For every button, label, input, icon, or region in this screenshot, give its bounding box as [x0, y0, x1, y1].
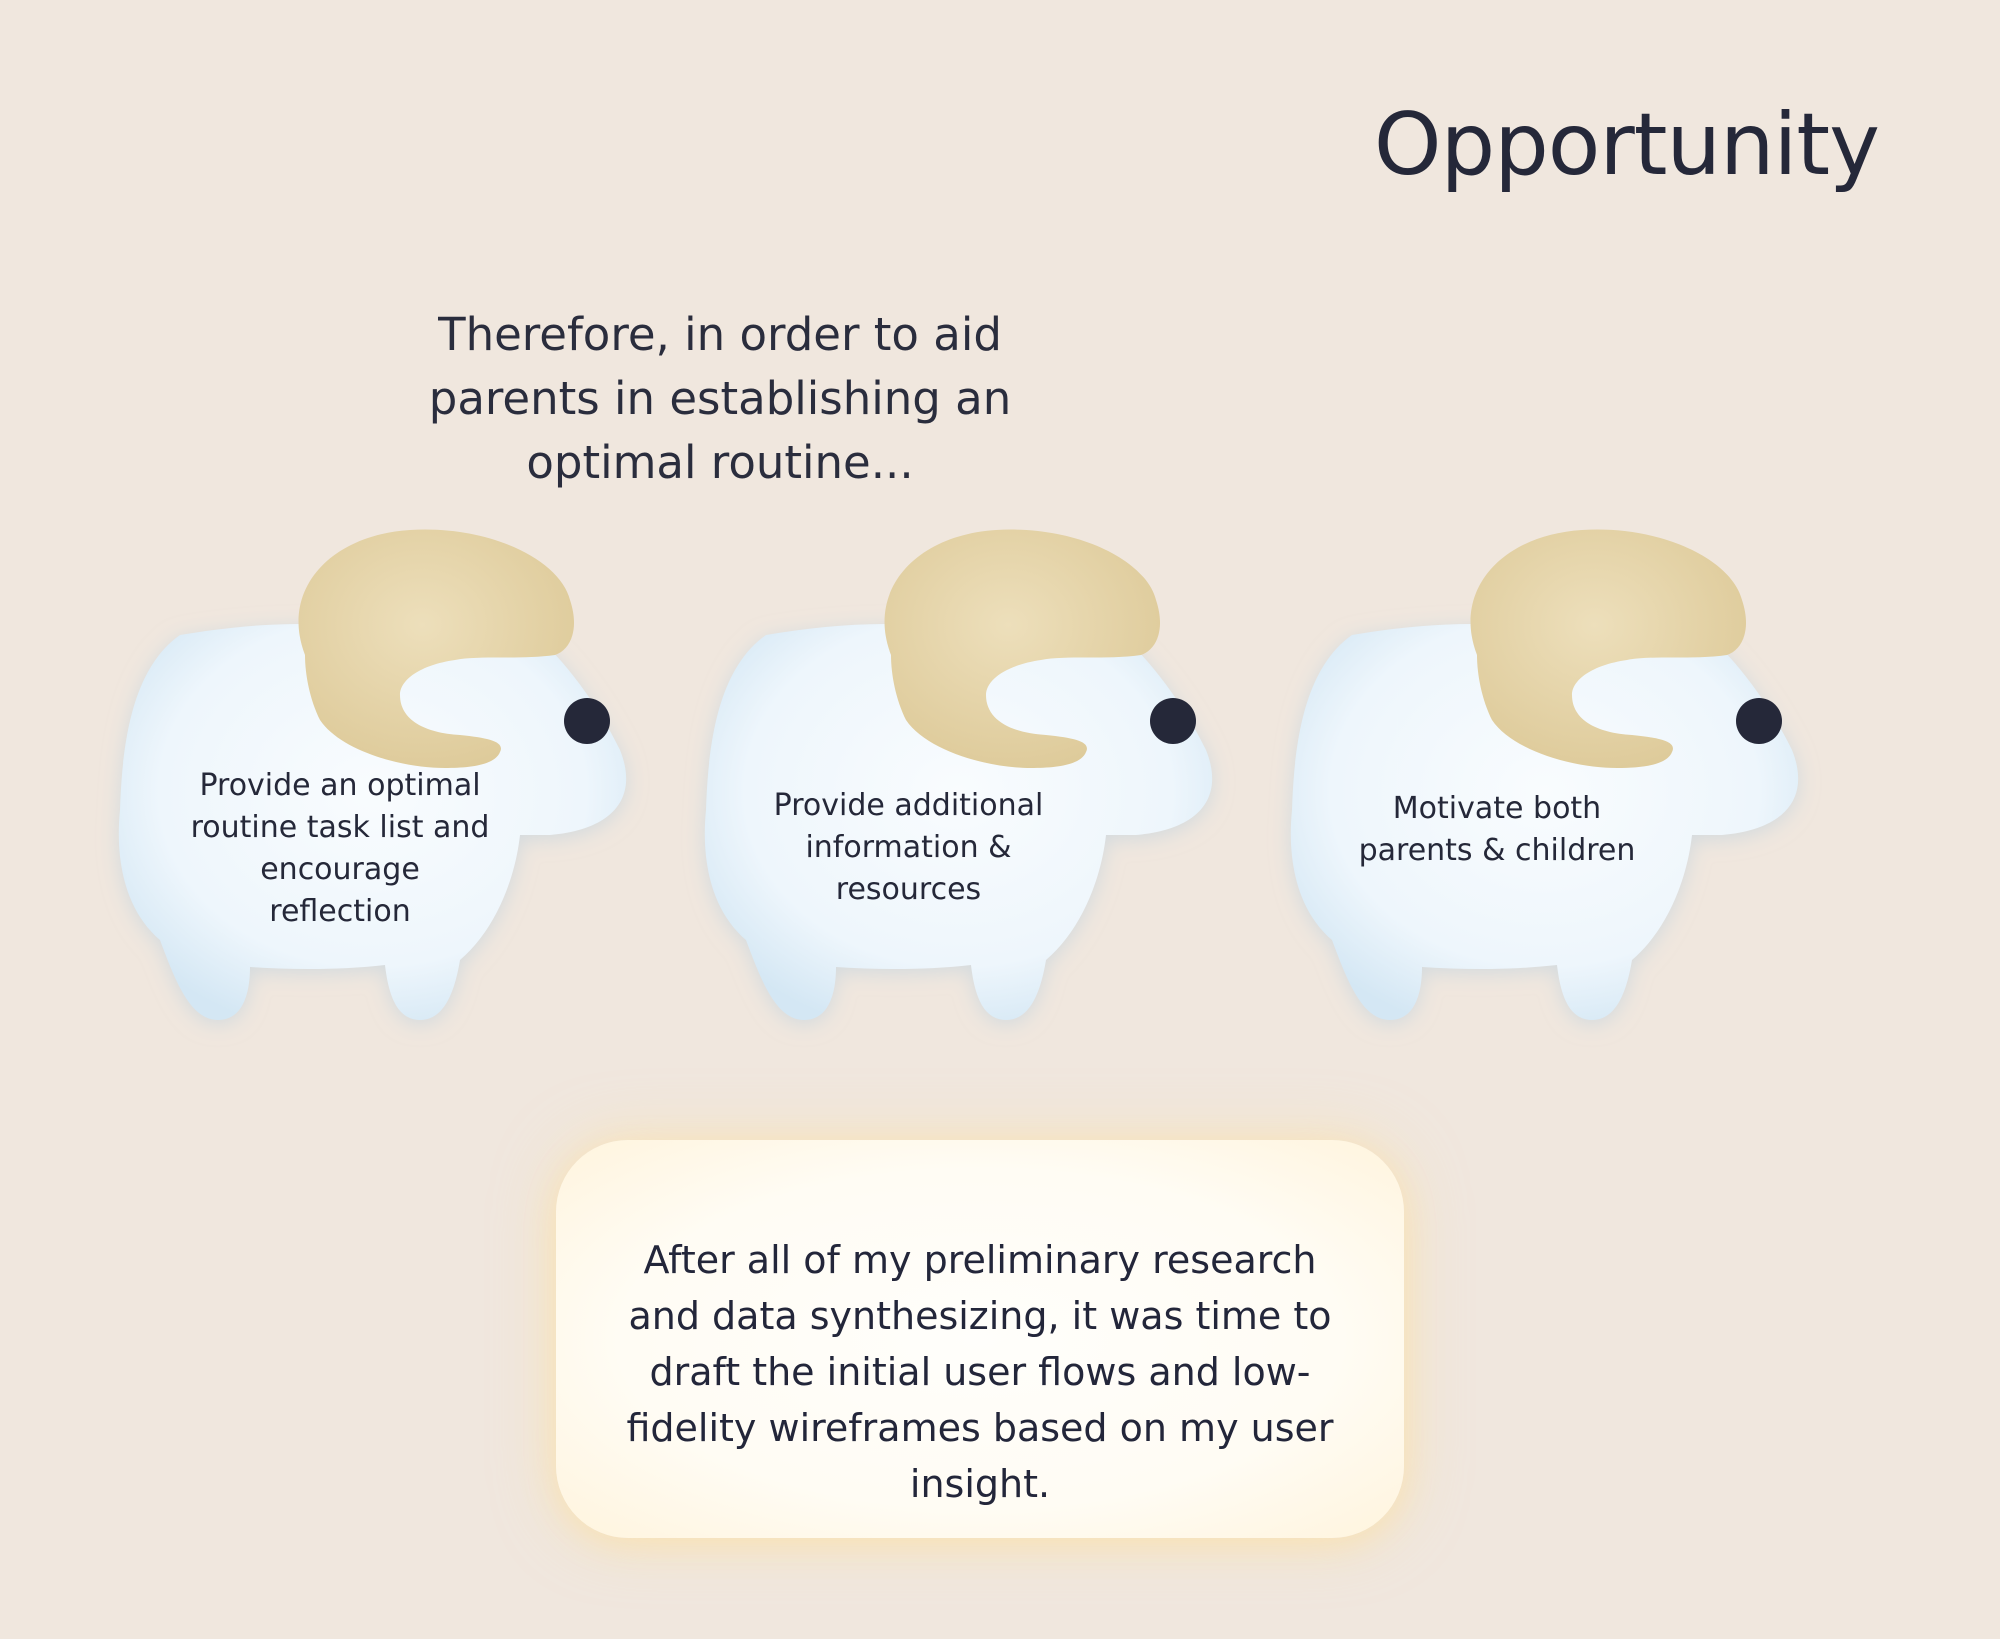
opportunity-card-3: Motivate both parents & children	[1272, 520, 1832, 1050]
opportunity-card-1: Provide an optimal routine task list and…	[100, 520, 660, 1050]
opportunity-label: Provide an optimal routine task list and…	[190, 768, 490, 929]
opportunity-label: Motivate both parents & children	[1358, 791, 1636, 868]
opportunity-card-2: Provide additional information & resourc…	[686, 520, 1246, 1050]
page-title: Opportunity	[1373, 95, 1880, 195]
ram-icon	[118, 529, 627, 1020]
page-subtitle: Therefore, in order to aid parents in es…	[428, 308, 1012, 489]
opportunity-label: Provide additional information & resourc…	[773, 788, 1044, 907]
ram-icon	[704, 529, 1213, 1020]
ram-icon	[1290, 529, 1799, 1020]
summary-note-text: After all of my preliminary research and…	[626, 1238, 1334, 1506]
summary-note: After all of my preliminary research and…	[556, 1140, 1404, 1538]
